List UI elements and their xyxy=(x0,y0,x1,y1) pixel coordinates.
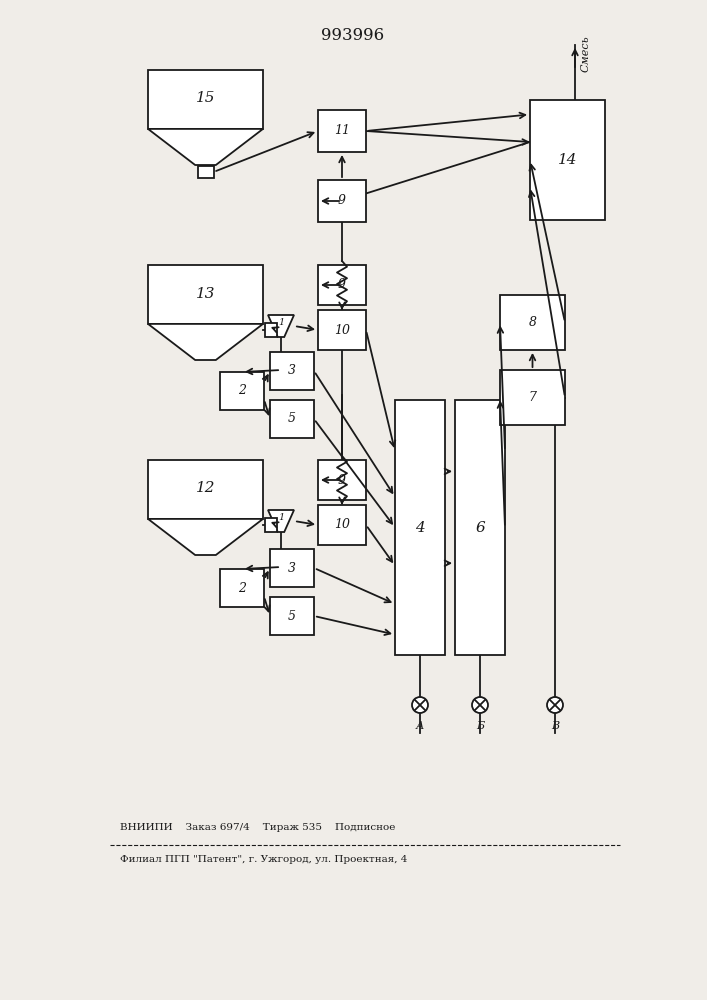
Bar xyxy=(500,370,565,425)
Circle shape xyxy=(472,697,488,713)
Text: 2: 2 xyxy=(238,582,246,594)
Polygon shape xyxy=(268,510,294,532)
Text: 5: 5 xyxy=(288,609,296,622)
Text: 10: 10 xyxy=(334,324,350,336)
Text: 1: 1 xyxy=(278,318,284,327)
Bar xyxy=(318,180,366,222)
Bar xyxy=(318,310,366,350)
Text: ВНИИПИ    Заказ 697/4    Тираж 535    Подписное: ВНИИПИ Заказ 697/4 Тираж 535 Подписное xyxy=(120,822,395,832)
Circle shape xyxy=(547,697,563,713)
Bar xyxy=(270,549,314,587)
Circle shape xyxy=(412,697,428,713)
Text: 5: 5 xyxy=(288,412,296,426)
Text: 4: 4 xyxy=(415,520,425,534)
Text: 9: 9 xyxy=(338,474,346,487)
Polygon shape xyxy=(268,315,294,337)
Text: Смесь: Смесь xyxy=(581,35,591,72)
Bar xyxy=(318,110,366,152)
Text: 9: 9 xyxy=(338,194,346,208)
Bar xyxy=(270,352,314,390)
Text: 3: 3 xyxy=(288,364,296,377)
Polygon shape xyxy=(148,324,263,360)
Text: 1: 1 xyxy=(278,513,284,522)
Bar xyxy=(197,166,214,178)
Polygon shape xyxy=(148,519,263,555)
Polygon shape xyxy=(148,129,263,165)
Bar xyxy=(270,597,314,635)
Text: 3: 3 xyxy=(288,562,296,574)
Text: 15: 15 xyxy=(196,92,215,105)
Bar xyxy=(270,400,314,438)
Text: 7: 7 xyxy=(529,391,537,404)
Text: 13: 13 xyxy=(196,286,215,300)
Text: 9: 9 xyxy=(338,278,346,292)
Bar xyxy=(500,295,565,350)
Bar xyxy=(148,265,263,324)
Bar xyxy=(148,70,263,129)
Text: 993996: 993996 xyxy=(322,26,385,43)
Text: Б: Б xyxy=(476,721,484,731)
Bar xyxy=(530,100,605,220)
Bar xyxy=(455,400,505,655)
Bar xyxy=(318,460,366,500)
Bar xyxy=(148,460,263,519)
Bar xyxy=(220,372,264,410)
Text: В: В xyxy=(551,721,559,731)
Text: 14: 14 xyxy=(558,153,577,167)
Text: 6: 6 xyxy=(475,520,485,534)
Bar xyxy=(265,518,277,532)
Text: 12: 12 xyxy=(196,482,215,495)
Text: 11: 11 xyxy=(334,124,350,137)
Text: 10: 10 xyxy=(334,518,350,532)
Bar xyxy=(220,569,264,607)
Bar xyxy=(318,265,366,305)
Text: 2: 2 xyxy=(238,384,246,397)
Bar xyxy=(395,400,445,655)
Bar xyxy=(318,505,366,545)
Text: Филиал ПГП "Патент", г. Ужгород, ул. Проектная, 4: Филиал ПГП "Патент", г. Ужгород, ул. Про… xyxy=(120,854,407,863)
Bar xyxy=(265,323,277,337)
Text: А: А xyxy=(416,721,424,731)
Text: 8: 8 xyxy=(529,316,537,329)
